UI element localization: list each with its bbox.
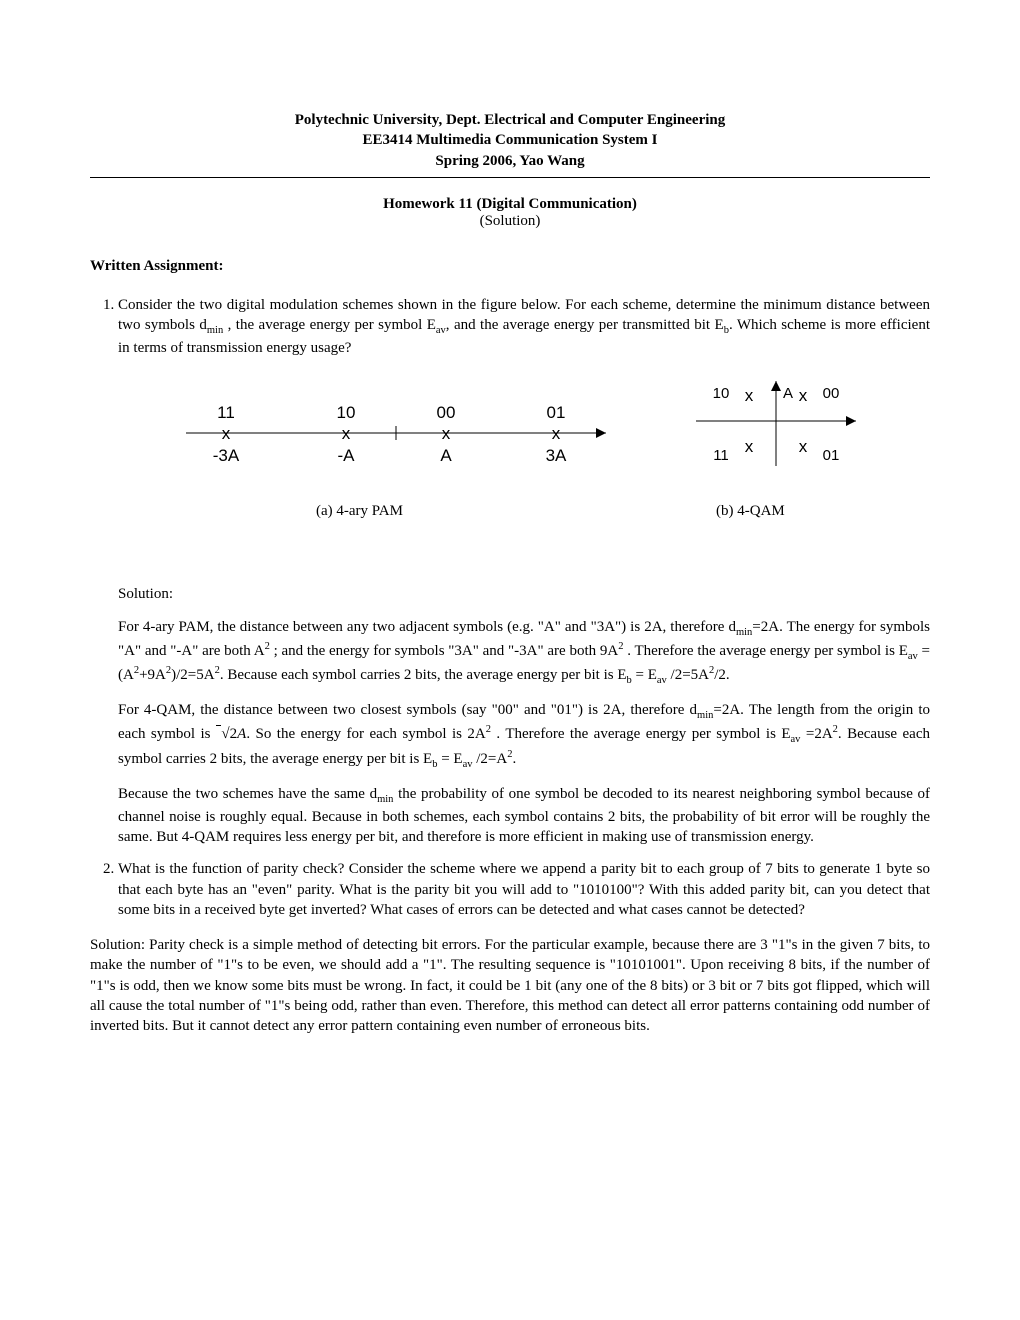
homework-title: Homework 11 (Digital Communication) (90, 196, 930, 213)
pam-label-00: 00 (437, 403, 456, 422)
pam-diagram: x x x x 11 10 00 01 -3A -A (156, 388, 636, 478)
problem-1: Consider the two digital modulation sche… (118, 295, 930, 848)
page-header: Polytechnic University, Dept. Electrical… (90, 110, 930, 171)
svg-text:x: x (745, 437, 754, 456)
header-line-2: EE3414 Multimedia Communication System I (90, 130, 930, 150)
solution-label-1: Solution: (118, 584, 930, 604)
header-rule (90, 177, 930, 178)
solution-1-para-1: For 4-ary PAM, the distance between any … (118, 617, 930, 689)
svg-text:x: x (342, 424, 351, 443)
problem-2: What is the function of parity check? Co… (118, 859, 930, 920)
pam-label-11: 11 (217, 403, 235, 422)
qam-label-10: 10 (713, 385, 730, 402)
qam-diagram: x x x x 10 00 11 01 A (676, 376, 876, 486)
section-label: Written Assignment: (90, 258, 930, 275)
pam-label-3a: 3A (546, 446, 567, 465)
pam-label-01: 01 (547, 403, 566, 422)
qam-label-00: 00 (823, 385, 840, 402)
problem-2-text: What is the function of parity check? Co… (118, 859, 930, 920)
pam-label-a: A (440, 446, 452, 465)
solution-1-para-2: For 4-QAM, the distance between two clos… (118, 700, 930, 772)
svg-text:x: x (745, 386, 754, 405)
pam-label-10: 10 (337, 403, 356, 422)
svg-text:x: x (799, 386, 808, 405)
homework-subtitle: (Solution) (90, 213, 930, 230)
qam-label-01: 01 (823, 447, 840, 464)
pam-caption: (a) 4-ary PAM (316, 503, 403, 520)
figure-area: x x x x 11 10 00 01 -3A -A (156, 388, 930, 558)
pam-label-ma: -A (338, 446, 356, 465)
header-line-1: Polytechnic University, Dept. Electrical… (90, 110, 930, 130)
qam-label-11: 11 (713, 447, 729, 464)
header-line-3: Spring 2006, Yao Wang (90, 151, 930, 171)
svg-text:x: x (222, 424, 231, 443)
qam-label-a: A (783, 385, 793, 402)
qam-caption: (b) 4-QAM (716, 503, 785, 520)
svg-text:x: x (552, 424, 561, 443)
problem-1-text: Consider the two digital modulation sche… (118, 295, 930, 359)
svg-text:x: x (442, 424, 451, 443)
solution-2: Solution: Parity check is a simple metho… (90, 935, 930, 1036)
svg-text:x: x (799, 437, 808, 456)
section-label-text: Written Assignment (90, 258, 218, 274)
pam-label-m3a: -3A (213, 446, 240, 465)
solution-1-para-3: Because the two schemes have the same dm… (118, 784, 930, 848)
